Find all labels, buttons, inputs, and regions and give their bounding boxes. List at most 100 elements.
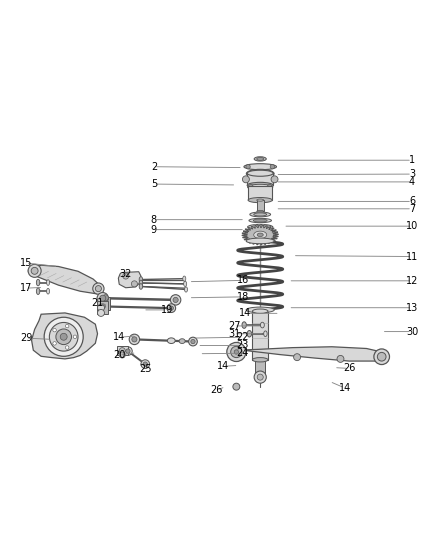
- Circle shape: [119, 352, 125, 358]
- Ellipse shape: [46, 280, 49, 285]
- Circle shape: [242, 176, 249, 183]
- Circle shape: [233, 383, 240, 390]
- Circle shape: [44, 317, 83, 356]
- Text: 1: 1: [409, 155, 415, 165]
- Circle shape: [267, 184, 272, 190]
- Circle shape: [231, 346, 242, 358]
- Ellipse shape: [247, 182, 273, 188]
- Ellipse shape: [246, 169, 274, 178]
- Text: 12: 12: [406, 276, 418, 286]
- Ellipse shape: [247, 330, 251, 337]
- Text: 26: 26: [211, 385, 223, 395]
- Ellipse shape: [249, 171, 271, 177]
- Circle shape: [100, 295, 106, 301]
- Text: 9: 9: [151, 224, 157, 235]
- Circle shape: [234, 350, 239, 354]
- Circle shape: [189, 337, 197, 346]
- Circle shape: [170, 295, 181, 305]
- Ellipse shape: [139, 277, 143, 282]
- Text: 5: 5: [151, 179, 157, 189]
- Ellipse shape: [252, 309, 268, 313]
- Circle shape: [65, 346, 69, 349]
- Circle shape: [132, 337, 137, 342]
- Text: 8: 8: [151, 215, 157, 224]
- Circle shape: [102, 295, 108, 301]
- Ellipse shape: [46, 288, 49, 294]
- Ellipse shape: [254, 231, 267, 239]
- Ellipse shape: [249, 219, 272, 223]
- Ellipse shape: [250, 212, 271, 217]
- Circle shape: [143, 362, 148, 366]
- Ellipse shape: [247, 224, 273, 230]
- Text: 17: 17: [20, 283, 32, 293]
- Circle shape: [119, 348, 125, 354]
- Bar: [97, 301, 107, 314]
- Circle shape: [124, 347, 132, 356]
- Ellipse shape: [183, 276, 186, 281]
- Text: 16: 16: [237, 276, 249, 285]
- Circle shape: [98, 302, 107, 311]
- Circle shape: [131, 281, 138, 287]
- Circle shape: [73, 335, 77, 338]
- Ellipse shape: [257, 211, 264, 213]
- Circle shape: [49, 322, 78, 351]
- Ellipse shape: [254, 157, 266, 161]
- Ellipse shape: [246, 307, 274, 313]
- Text: 10: 10: [406, 221, 418, 231]
- Text: 14: 14: [113, 332, 125, 342]
- Circle shape: [167, 304, 176, 312]
- Bar: [252, 311, 268, 360]
- Ellipse shape: [139, 280, 143, 286]
- Circle shape: [141, 360, 150, 368]
- Text: 13: 13: [406, 303, 418, 313]
- Circle shape: [126, 349, 130, 353]
- Circle shape: [254, 371, 266, 383]
- Circle shape: [65, 324, 69, 328]
- Text: 24: 24: [237, 348, 249, 358]
- Polygon shape: [32, 313, 98, 359]
- Ellipse shape: [253, 219, 267, 222]
- Bar: [247, 173, 273, 185]
- Text: 15: 15: [20, 258, 32, 268]
- Ellipse shape: [179, 339, 185, 343]
- Ellipse shape: [252, 225, 268, 229]
- Ellipse shape: [184, 281, 187, 286]
- Text: 22: 22: [237, 332, 249, 342]
- Polygon shape: [28, 265, 101, 294]
- Circle shape: [271, 176, 278, 183]
- Text: 30: 30: [406, 327, 418, 336]
- Circle shape: [169, 306, 173, 310]
- Ellipse shape: [36, 279, 40, 286]
- Circle shape: [270, 165, 275, 169]
- Circle shape: [227, 342, 246, 361]
- Ellipse shape: [261, 322, 265, 328]
- Polygon shape: [118, 272, 141, 288]
- Ellipse shape: [257, 199, 264, 201]
- Text: 3: 3: [409, 169, 415, 179]
- Text: 29: 29: [20, 333, 32, 343]
- Text: 7: 7: [409, 204, 415, 214]
- Ellipse shape: [252, 358, 268, 362]
- Text: 32: 32: [120, 269, 132, 279]
- Text: 21: 21: [92, 298, 104, 309]
- Ellipse shape: [257, 233, 263, 237]
- Circle shape: [248, 184, 253, 190]
- Text: 14: 14: [217, 361, 230, 372]
- Circle shape: [60, 333, 67, 340]
- Text: 18: 18: [237, 292, 249, 302]
- Circle shape: [191, 340, 195, 344]
- Circle shape: [98, 310, 105, 317]
- Circle shape: [98, 304, 105, 311]
- Circle shape: [337, 356, 344, 362]
- Bar: [255, 359, 265, 375]
- Ellipse shape: [36, 288, 40, 294]
- Text: 23: 23: [237, 341, 249, 351]
- Ellipse shape: [184, 287, 187, 292]
- Text: 14: 14: [239, 309, 251, 318]
- Text: 26: 26: [343, 364, 355, 374]
- Polygon shape: [242, 225, 279, 245]
- Ellipse shape: [248, 198, 272, 203]
- Ellipse shape: [139, 284, 143, 289]
- Circle shape: [173, 297, 178, 303]
- Ellipse shape: [257, 157, 264, 160]
